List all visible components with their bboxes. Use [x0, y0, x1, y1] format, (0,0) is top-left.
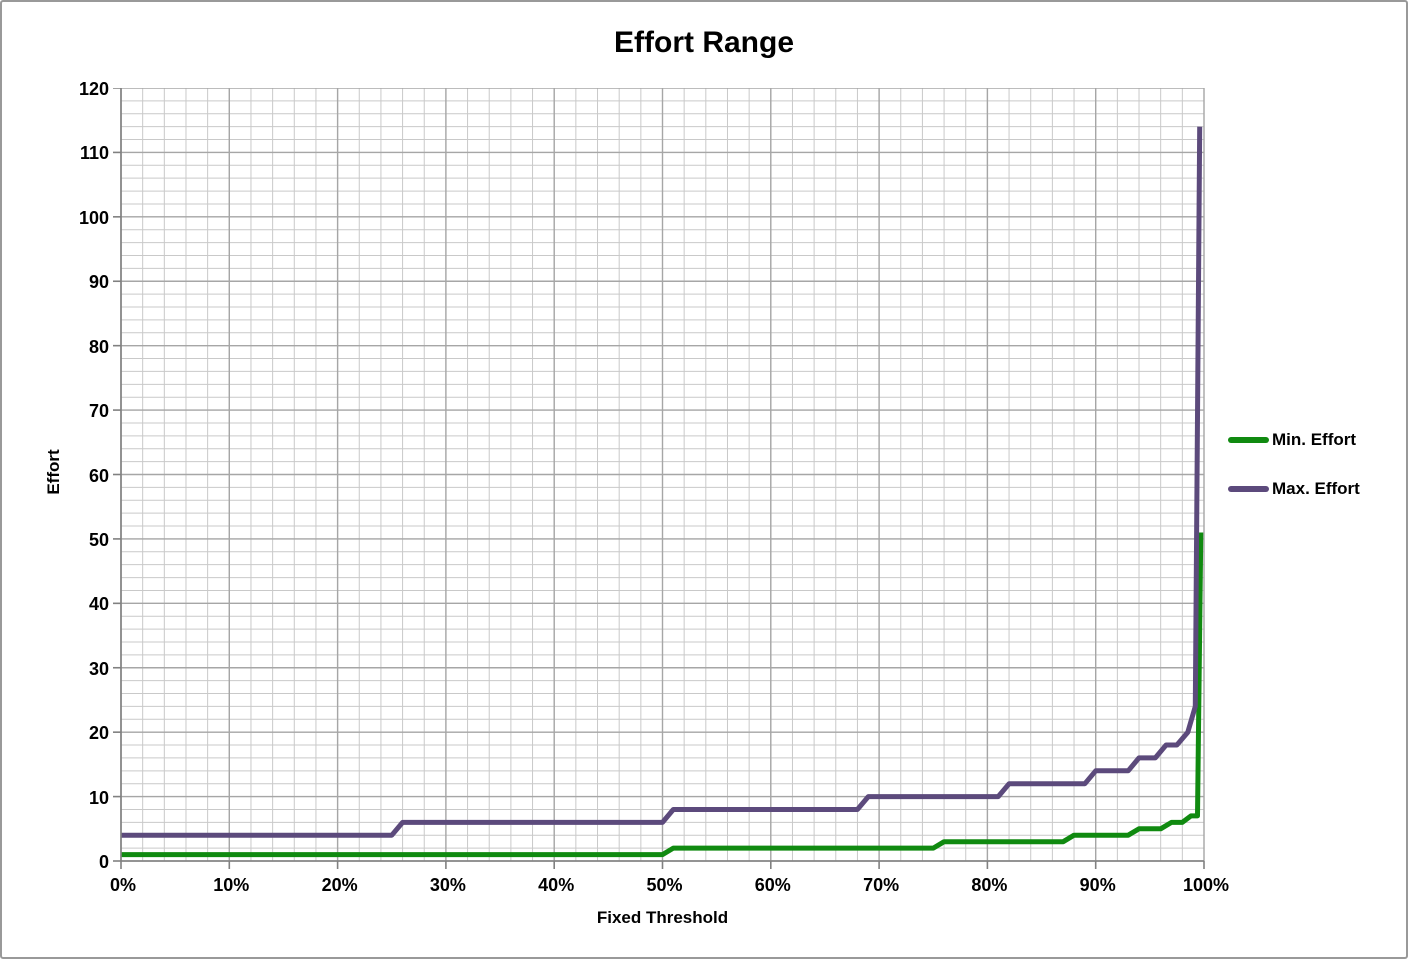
x-tick-label: 0%	[109, 875, 136, 895]
y-tick-label: 40	[88, 594, 109, 615]
x-tick-label: 10%	[213, 875, 250, 895]
x-tick-label: 50%	[646, 875, 683, 895]
y-tick-label: 90	[88, 272, 109, 293]
x-tick-label: 30%	[429, 875, 466, 895]
x-tick-label: 60%	[754, 875, 791, 895]
y-tick-label: 60	[88, 465, 109, 486]
y-tick-label: 30	[88, 658, 109, 679]
min-effort-line	[121, 532, 1204, 858]
min-effort-line-swatch	[1228, 437, 1269, 443]
y-tick-label: 110	[79, 143, 109, 164]
legend: Min. Effort Max. Effort	[1228, 430, 1360, 499]
y-tick-label: 100	[78, 207, 109, 228]
y-tick-label: 20	[88, 723, 109, 744]
legend-label-min-effort: Min. Effort	[1272, 430, 1357, 449]
y-tick-label: 10	[88, 787, 109, 808]
y-tick-label: 120	[78, 79, 109, 99]
x-tick-label: 90%	[1079, 875, 1116, 895]
x-tick-label: 40%	[538, 875, 575, 895]
y-tick-label: 0	[98, 852, 109, 872]
max-effort-line	[121, 126, 1203, 838]
x-tick-label: 20%	[321, 875, 358, 895]
y-tick-label: 70	[88, 401, 109, 422]
x-tick-label: 80%	[971, 875, 1008, 895]
legend-item-max-effort: Max. Effort	[1228, 479, 1360, 499]
legend-label-max-effort: Max. Effort	[1272, 479, 1360, 498]
legend-item-min-effort: Min. Effort	[1228, 430, 1360, 450]
x-axis-title: Fixed Threshold	[596, 908, 729, 927]
y-tick-label: 50	[88, 529, 109, 550]
max-effort-line-swatch	[1228, 486, 1269, 492]
chart-title: Effort Range	[614, 26, 794, 59]
y-tick-label: 80	[88, 336, 109, 357]
x-tick-label: 70%	[863, 875, 900, 895]
plot-area	[113, 88, 1205, 869]
x-tick-label: 100%	[1182, 875, 1230, 895]
